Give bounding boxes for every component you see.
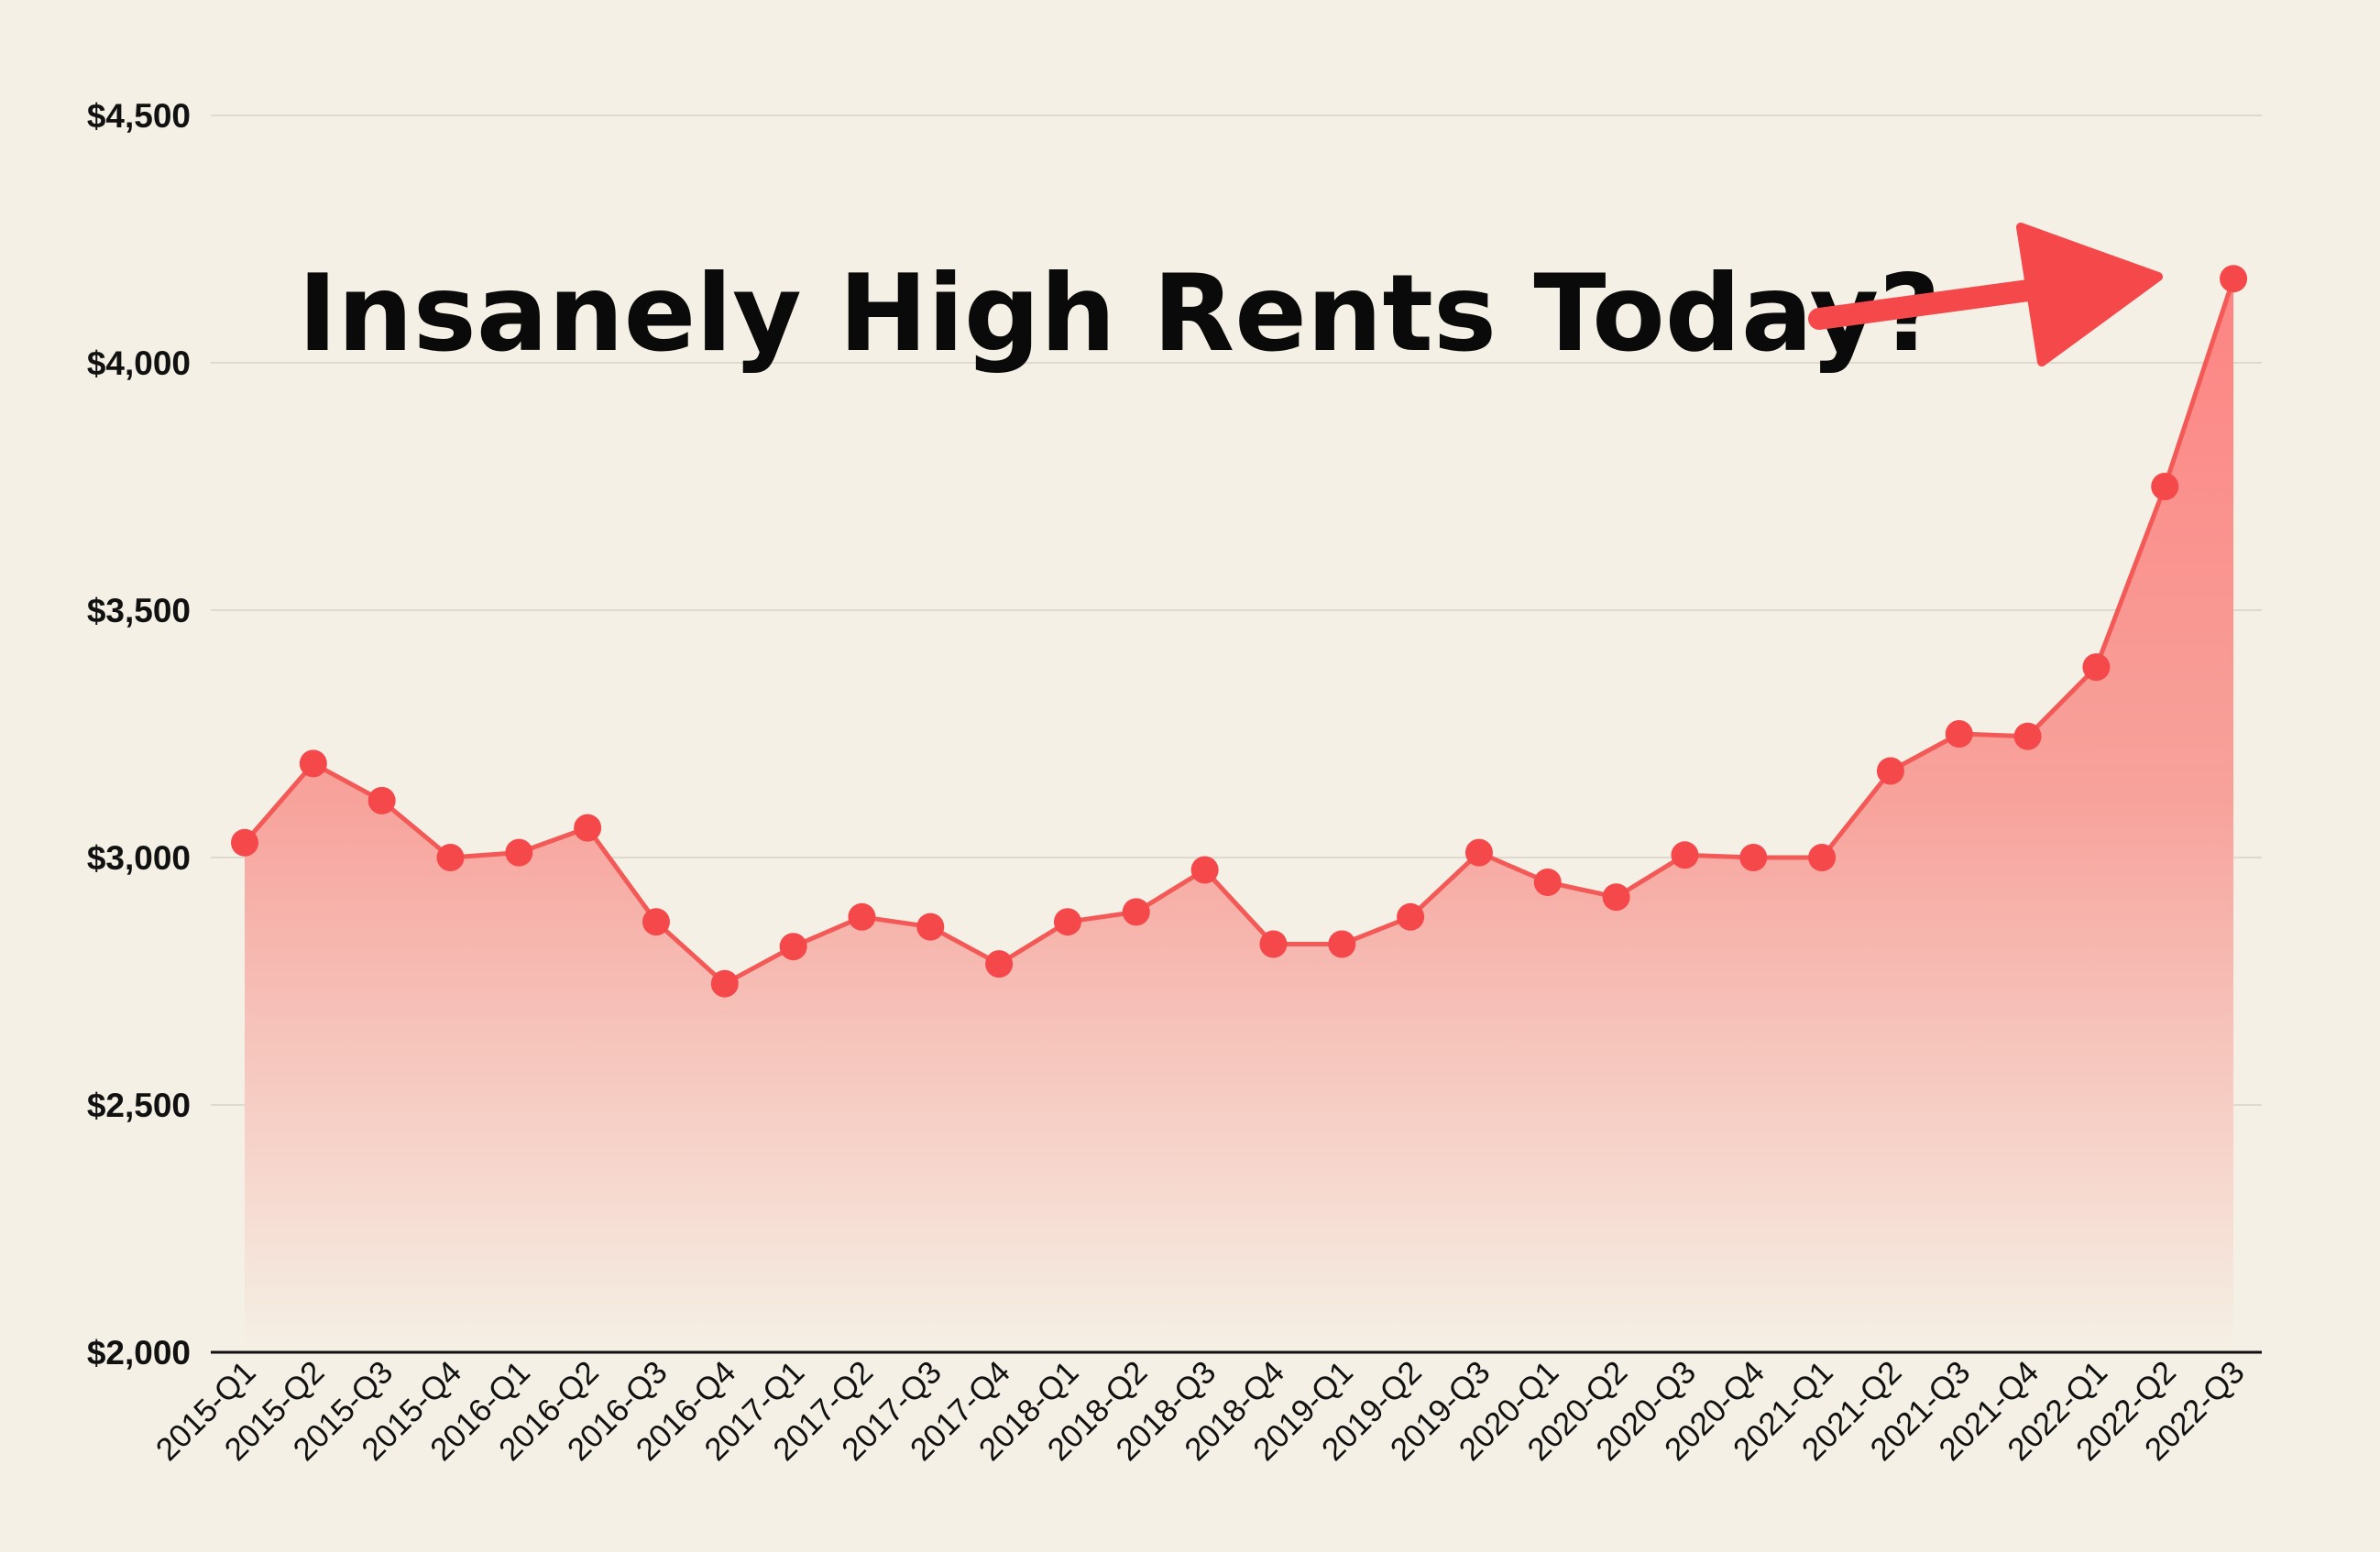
data-point bbox=[710, 969, 739, 998]
data-point bbox=[1053, 908, 1081, 936]
data-point bbox=[1328, 930, 1356, 958]
data-point bbox=[1808, 844, 1837, 871]
data-point bbox=[1533, 869, 1562, 896]
data-point bbox=[1190, 856, 1219, 884]
arrow-icon bbox=[1808, 223, 2163, 366]
data-point bbox=[436, 844, 465, 871]
data-point bbox=[2151, 473, 2179, 500]
arrow-shaft bbox=[1808, 275, 2073, 330]
area-fill-shape bbox=[245, 279, 2234, 1353]
data-point bbox=[574, 814, 602, 842]
data-point bbox=[1945, 720, 1973, 748]
data-point bbox=[1397, 902, 1425, 931]
data-point bbox=[1464, 838, 1493, 867]
y-tick-label: $4,000 bbox=[87, 344, 191, 382]
data-point bbox=[505, 838, 533, 867]
headline-annotation: Insanely High Rents Today? bbox=[298, 252, 1940, 376]
y-tick-label: $2,000 bbox=[87, 1334, 191, 1372]
data-point bbox=[848, 902, 876, 931]
data-point bbox=[1122, 898, 1150, 926]
data-point bbox=[367, 786, 396, 814]
x-axis-ticks: 2015-Q12015-Q22015-Q32015-Q42016-Q12016-… bbox=[149, 1354, 2252, 1468]
y-tick-label: $4,500 bbox=[87, 97, 191, 135]
y-axis-ticks: $2,000 $2,500 $3,000 $3,500 $4,000 $4,500 bbox=[87, 97, 191, 1372]
data-point bbox=[916, 913, 945, 941]
data-point bbox=[985, 950, 1014, 978]
data-point bbox=[299, 749, 327, 778]
data-point bbox=[779, 933, 807, 961]
data-point bbox=[1671, 841, 1699, 869]
data-point bbox=[1602, 883, 1630, 912]
y-tick-label: $2,500 bbox=[87, 1087, 191, 1124]
data-point bbox=[1259, 930, 1288, 958]
data-point bbox=[642, 908, 670, 936]
y-tick-label: $3,500 bbox=[87, 592, 191, 629]
arrow-head bbox=[2016, 223, 2163, 366]
area-fill bbox=[245, 279, 2234, 1353]
y-tick-label: $3,000 bbox=[87, 839, 191, 877]
data-point bbox=[2013, 722, 2042, 750]
data-point bbox=[2220, 265, 2248, 293]
data-point bbox=[1739, 844, 1768, 871]
data-point bbox=[231, 828, 258, 857]
data-point bbox=[1876, 757, 1904, 785]
data-point bbox=[2082, 653, 2111, 682]
data-points bbox=[231, 265, 2248, 998]
